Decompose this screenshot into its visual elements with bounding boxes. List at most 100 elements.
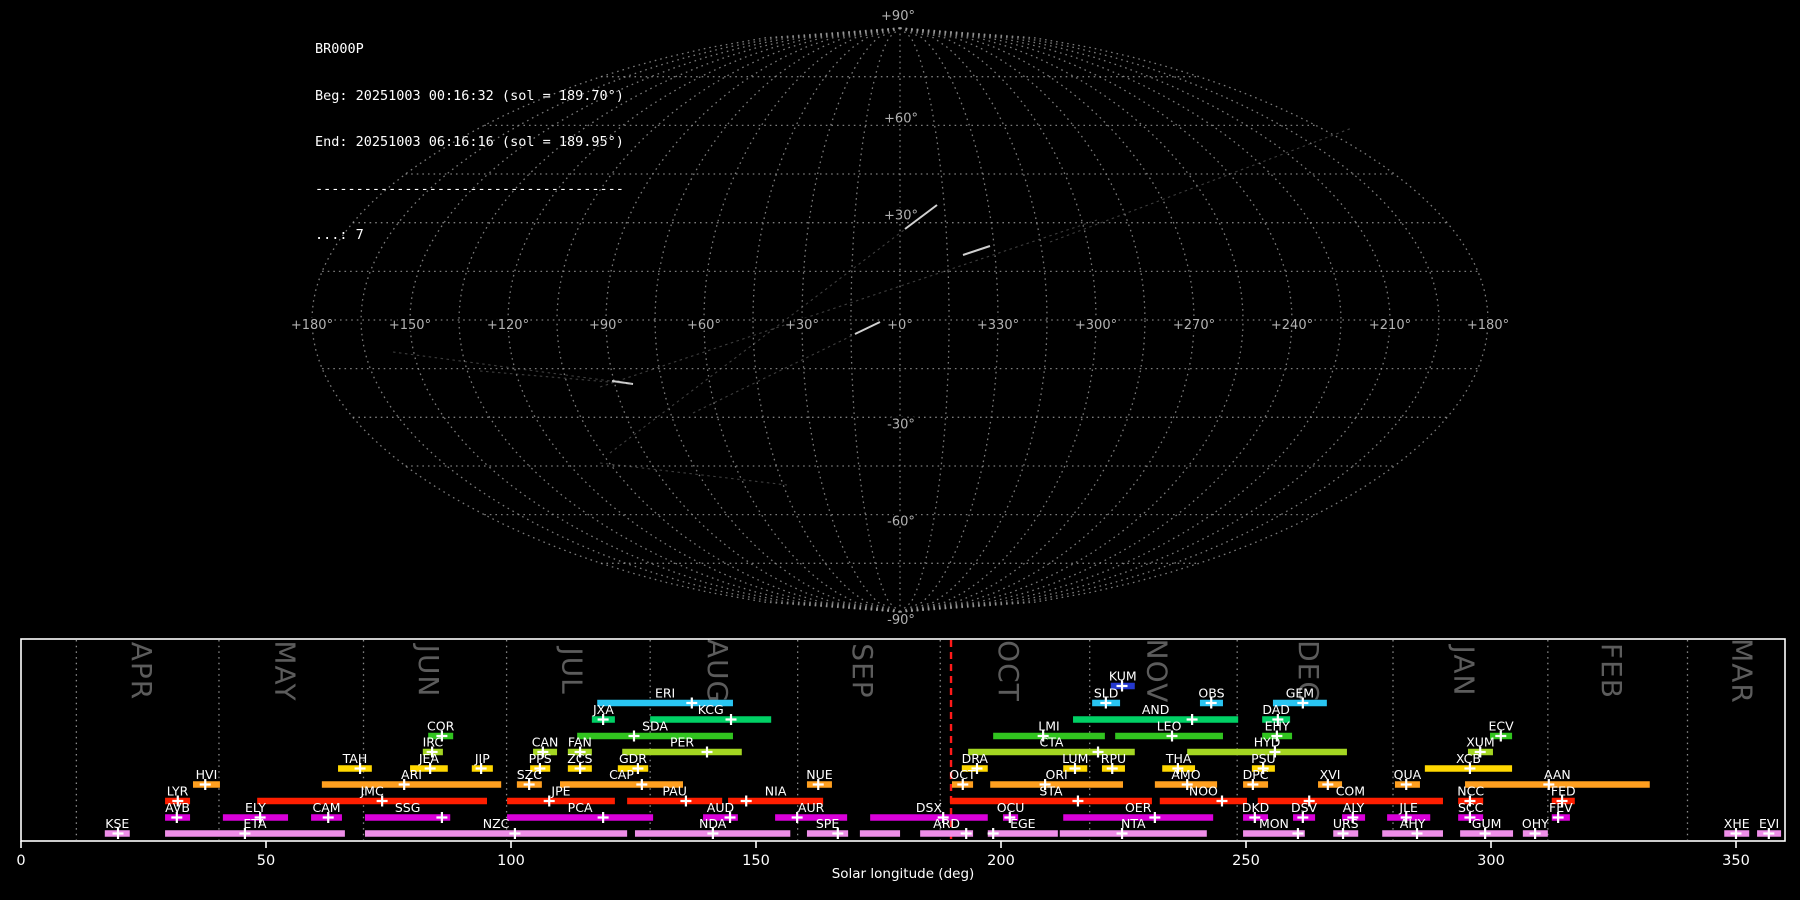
session-info-panel: BR000P Beg: 20251003 00:16:32 (sol = 189… bbox=[315, 11, 624, 275]
shower-bar-ARI bbox=[321, 781, 502, 788]
map-grid-meridian bbox=[899, 27, 950, 320]
shower-peak-JIP bbox=[475, 763, 487, 774]
shower-peak-ERI bbox=[686, 697, 698, 709]
map-lat-label: +90° bbox=[881, 9, 915, 24]
meteor-trail-head bbox=[611, 380, 634, 385]
shower-peak-NOO bbox=[1216, 795, 1228, 807]
shower-label-AHY: AHY bbox=[1400, 816, 1426, 831]
shower-label-SSG: SSG bbox=[395, 800, 421, 815]
shower-peak-JLE bbox=[1400, 812, 1412, 823]
x-axis-title: Solar longitude (deg) bbox=[832, 866, 975, 882]
meteor-count: ...: 7 bbox=[315, 227, 364, 243]
map-grid-meridian bbox=[311, 27, 901, 321]
shower-bar-NOO bbox=[1159, 797, 1247, 805]
map-grid-meridian bbox=[899, 27, 1391, 321]
shower-bar-ETA bbox=[165, 830, 345, 837]
shower-label-KSE: KSE bbox=[105, 816, 129, 831]
shower-bar-AAN bbox=[1465, 781, 1650, 788]
shower-peak-SDA bbox=[628, 730, 640, 742]
shower-peak-AAN bbox=[1543, 779, 1555, 790]
shower-bar-ARD bbox=[920, 830, 974, 837]
shower-bar-KCG bbox=[650, 716, 772, 723]
shower-peak-CAP bbox=[636, 779, 648, 790]
map-grid-meridian bbox=[458, 27, 901, 321]
shower-peak-GUM bbox=[1479, 828, 1491, 839]
shower-peak-JMC bbox=[376, 795, 388, 807]
chart-border bbox=[20, 638, 1786, 842]
shower-label-OBS: OBS bbox=[1198, 686, 1224, 701]
shower-peak-GEM bbox=[1297, 697, 1309, 709]
shower-peak-LUM bbox=[1069, 763, 1081, 774]
map-grid-meridian bbox=[556, 319, 901, 613]
shower-bar-unlabeled-77 bbox=[859, 830, 901, 837]
shower-bar-STA bbox=[950, 797, 1152, 805]
shower-peak-GDR bbox=[632, 763, 644, 774]
meteor-trail bbox=[479, 370, 634, 385]
shower-peak-ECV bbox=[1495, 730, 1507, 742]
shower-label-XHE: XHE bbox=[1724, 816, 1750, 831]
map-grid-meridian bbox=[654, 27, 901, 321]
map-grid-meridian bbox=[899, 319, 1195, 613]
session-title: BR000P bbox=[315, 41, 364, 57]
shower-bar-CAP bbox=[560, 781, 683, 788]
shower-peak-PSU bbox=[1257, 763, 1269, 774]
shower-label-LEO: LEO bbox=[1157, 719, 1182, 734]
map-grid-meridian bbox=[899, 319, 1244, 613]
meteor-trail bbox=[599, 462, 788, 486]
shower-label-PPS: PPS bbox=[529, 751, 552, 766]
shower-label-LMI: LMI bbox=[1038, 719, 1059, 734]
shower-bar-COM bbox=[1257, 797, 1443, 805]
shower-label-FED: FED bbox=[1551, 784, 1576, 799]
shower-label-EHY: EHY bbox=[1265, 719, 1290, 734]
month-label-MAY: MAY bbox=[268, 640, 301, 701]
x-tick-label-0: 0 bbox=[16, 853, 25, 869]
shower-label-SCC: SCC bbox=[1458, 800, 1484, 815]
shower-peak-QUA bbox=[1400, 779, 1412, 790]
shower-peak-DSX bbox=[937, 812, 949, 823]
month-label-APR: APR bbox=[125, 642, 158, 701]
shower-label-DPC: DPC bbox=[1243, 767, 1269, 782]
map-lon-label: +270° bbox=[1173, 318, 1215, 333]
shower-label-JEA: JEA bbox=[418, 751, 440, 766]
shower-label-NZC: NZC bbox=[483, 816, 510, 831]
meteor-trail bbox=[609, 204, 938, 454]
shower-label-JPE: JPE bbox=[550, 784, 570, 799]
shower-peak-PAU bbox=[680, 795, 692, 807]
shower-peak-THA bbox=[1172, 763, 1184, 774]
shower-label-PCA: PCA bbox=[568, 800, 593, 815]
shower-peak-NZC bbox=[509, 828, 521, 839]
shower-peak-AUD bbox=[724, 812, 736, 823]
x-tick-label-200: 200 bbox=[987, 853, 1015, 869]
shower-peak-KCG bbox=[725, 714, 737, 725]
shower-label-MON: MON bbox=[1259, 816, 1289, 831]
map-grid-meridian bbox=[605, 27, 901, 321]
shower-label-ARI: ARI bbox=[401, 767, 422, 782]
shower-label-OER: OER bbox=[1125, 800, 1152, 815]
map-grid-meridian bbox=[311, 319, 901, 613]
month-label-JUN: JUN bbox=[412, 643, 445, 698]
x-tick-label-50: 50 bbox=[257, 853, 275, 869]
shower-peak-ARI bbox=[398, 779, 410, 790]
shower-label-NIA: NIA bbox=[765, 784, 787, 799]
meteor-trail bbox=[599, 219, 1098, 388]
map-grid-meridian bbox=[899, 27, 1244, 321]
shower-label-XUM: XUM bbox=[1466, 735, 1495, 750]
map-lon-label: +180° bbox=[291, 318, 333, 333]
map-grid-meridian bbox=[899, 319, 999, 613]
shower-label-NOO: NOO bbox=[1189, 784, 1218, 799]
map-lat-label: -30° bbox=[887, 417, 915, 432]
shower-peak-AVB bbox=[171, 812, 183, 823]
meteor-trail bbox=[1049, 127, 1353, 243]
x-tick-label-100: 100 bbox=[497, 853, 525, 869]
shower-bar-ERI bbox=[597, 699, 733, 707]
shower-label-IRC: IRC bbox=[423, 735, 444, 750]
shower-peak-KSE bbox=[112, 828, 124, 839]
shower-peak-COR bbox=[436, 730, 448, 742]
map-grid-meridian bbox=[899, 319, 1097, 613]
shower-label-NCC: NCC bbox=[1457, 784, 1484, 799]
shower-label-DSV: DSV bbox=[1291, 800, 1318, 815]
shower-label-AUD: AUD bbox=[707, 800, 734, 815]
map-grid-meridian bbox=[605, 319, 901, 613]
shower-bar-PER bbox=[622, 748, 742, 756]
